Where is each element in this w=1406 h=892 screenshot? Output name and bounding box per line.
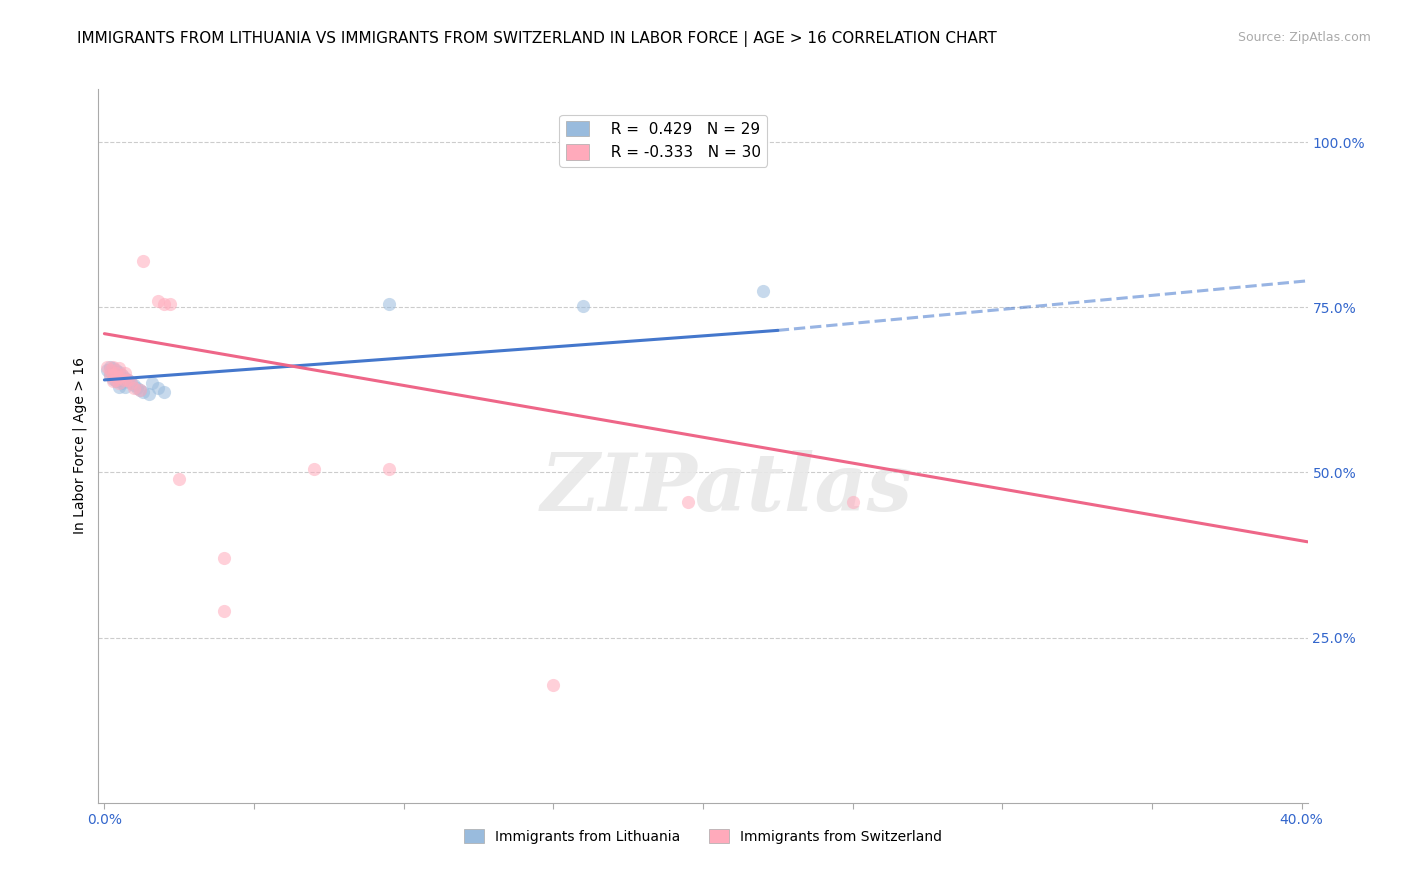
Point xyxy=(676,495,699,509)
Point xyxy=(132,254,155,268)
Point xyxy=(100,368,122,382)
Point xyxy=(117,373,139,387)
Point xyxy=(124,378,146,392)
Point xyxy=(108,379,131,393)
Point xyxy=(302,462,325,476)
Point xyxy=(138,387,160,401)
Point xyxy=(111,376,134,391)
Point xyxy=(120,376,142,391)
Point xyxy=(100,368,122,382)
Point xyxy=(96,363,118,377)
Point xyxy=(543,678,565,692)
Point xyxy=(105,373,128,387)
Point xyxy=(752,284,775,298)
Point xyxy=(111,368,134,382)
Point xyxy=(105,369,128,384)
Point xyxy=(159,297,181,311)
Point xyxy=(129,383,152,397)
Point xyxy=(105,363,128,377)
Point xyxy=(103,361,125,376)
Point xyxy=(108,376,131,391)
Legend: Immigrants from Lithuania, Immigrants from Switzerland: Immigrants from Lithuania, Immigrants fr… xyxy=(458,823,948,849)
Point xyxy=(111,368,134,382)
Point xyxy=(117,373,139,387)
Point xyxy=(167,472,190,486)
Point xyxy=(114,373,136,387)
Point xyxy=(114,367,136,381)
Point xyxy=(120,376,142,391)
Point xyxy=(572,299,595,313)
Point xyxy=(124,381,146,395)
Point xyxy=(103,368,125,382)
Point xyxy=(212,551,235,566)
Point xyxy=(100,359,122,374)
Point xyxy=(132,384,155,399)
Y-axis label: In Labor Force | Age > 16: In Labor Force | Age > 16 xyxy=(73,358,87,534)
Point xyxy=(148,293,170,308)
Text: IMMIGRANTS FROM LITHUANIA VS IMMIGRANTS FROM SWITZERLAND IN LABOR FORCE | AGE > : IMMIGRANTS FROM LITHUANIA VS IMMIGRANTS … xyxy=(77,31,997,47)
Point xyxy=(108,361,131,376)
Point xyxy=(841,495,863,509)
Point xyxy=(108,369,131,384)
Point xyxy=(129,383,152,397)
Point xyxy=(96,359,118,374)
Point xyxy=(100,363,122,377)
Point xyxy=(114,379,136,393)
Point xyxy=(103,359,125,374)
Point xyxy=(103,371,125,385)
Point xyxy=(212,604,235,618)
Text: ZIPatlas: ZIPatlas xyxy=(541,450,914,527)
Point xyxy=(105,374,128,388)
Point xyxy=(377,462,399,476)
Point xyxy=(105,367,128,381)
Point xyxy=(148,381,170,395)
Point xyxy=(127,381,149,395)
Point xyxy=(377,297,399,311)
Point xyxy=(114,371,136,385)
Point xyxy=(141,376,163,391)
Point xyxy=(103,367,125,381)
Point xyxy=(153,297,176,311)
Text: Source: ZipAtlas.com: Source: ZipAtlas.com xyxy=(1237,31,1371,45)
Point xyxy=(108,365,131,379)
Point xyxy=(153,384,176,399)
Point xyxy=(103,374,125,388)
Point xyxy=(108,373,131,387)
